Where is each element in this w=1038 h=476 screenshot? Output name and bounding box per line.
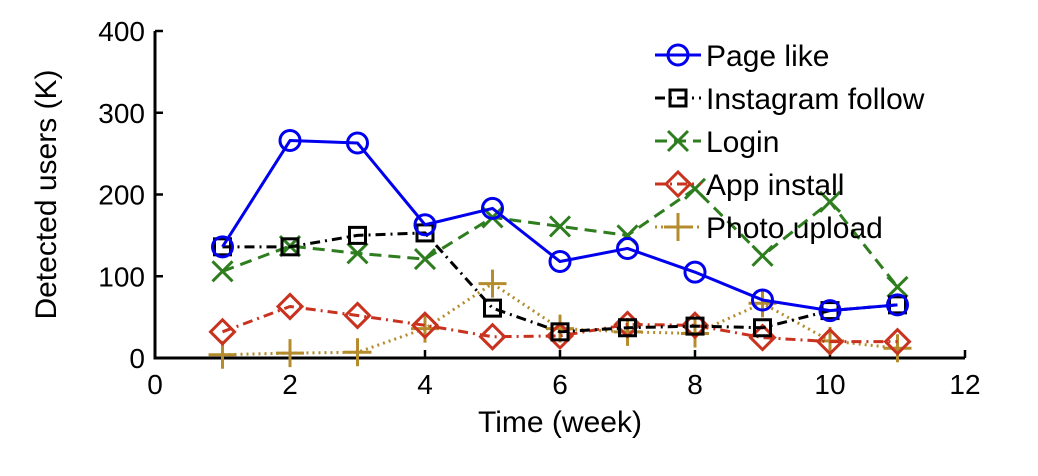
legend-marker-login xyxy=(666,129,690,153)
legend: Page like Instagram follow Login App instal… xyxy=(655,40,925,245)
data-point-instagram-follow xyxy=(685,316,705,336)
legend-item-app-install: App install xyxy=(655,169,844,202)
data-point-instagram-follow xyxy=(348,225,367,245)
x-tick-label: 6 xyxy=(552,369,568,400)
data-point-login xyxy=(211,260,234,283)
series-page-like xyxy=(211,129,909,323)
legend-label-app-install: App install xyxy=(706,169,844,202)
data-point-photo-upload xyxy=(883,334,912,363)
y-tick-label: 0 xyxy=(129,343,145,374)
data-point-page-like xyxy=(413,213,437,237)
legend-item-instagram-follow: Instagram follow xyxy=(655,83,925,116)
data-point-login xyxy=(413,248,437,271)
data-point-page-like xyxy=(616,236,639,260)
data-point-app-install xyxy=(815,327,845,356)
data-point-app-install xyxy=(208,317,237,346)
data-point-app-install xyxy=(478,322,507,351)
series-line-app-install xyxy=(221,304,898,344)
y-tick-label: 400 xyxy=(98,16,145,47)
legend-item-login: Login xyxy=(655,126,779,159)
data-point-app-install xyxy=(883,327,912,356)
y-axis-title: Detected users (K) xyxy=(30,69,63,319)
data-point-photo-upload xyxy=(276,339,304,368)
data-point-login xyxy=(751,244,774,267)
x-tick-label: 8 xyxy=(687,369,703,400)
data-point-instagram-follow xyxy=(483,298,502,318)
data-point-login xyxy=(346,242,369,265)
data-point-app-install xyxy=(275,292,305,321)
data-point-photo-upload xyxy=(343,338,372,367)
x-tick-label: 10 xyxy=(814,369,845,400)
legend-label-photo-upload: Photo upload xyxy=(706,212,883,245)
y-tick-label: 200 xyxy=(98,180,145,211)
data-point-login xyxy=(886,275,909,298)
legend-item-photo-upload: Photo upload xyxy=(655,212,883,245)
data-point-page-like xyxy=(751,288,774,312)
data-point-instagram-follow xyxy=(550,322,570,342)
data-point-instagram-follow xyxy=(280,237,300,257)
data-point-page-like xyxy=(818,299,842,323)
legend-label-page-like: Page like xyxy=(706,40,829,73)
x-tick-label: 4 xyxy=(417,369,433,400)
data-point-instagram-follow xyxy=(213,237,232,257)
x-axis-title: Time (week) xyxy=(478,406,642,439)
data-point-page-like xyxy=(346,131,369,155)
legend-marker-photo-upload xyxy=(664,213,692,241)
data-point-app-install xyxy=(343,301,372,330)
data-point-page-like xyxy=(211,235,234,259)
legend-marker-page-like xyxy=(666,43,690,67)
data-point-app-install xyxy=(410,311,440,340)
series-line-instagram-follow xyxy=(222,231,898,334)
data-point-page-like xyxy=(278,129,302,153)
data-point-instagram-follow xyxy=(618,318,637,338)
y-tick-label: 300 xyxy=(98,98,145,129)
data-point-page-like xyxy=(548,250,572,274)
data-point-page-like xyxy=(683,260,707,284)
data-point-login xyxy=(818,190,842,213)
series-line-page-like xyxy=(221,139,898,313)
series-line-login xyxy=(221,187,899,288)
x-tick-label: 2 xyxy=(282,369,298,400)
legend-marker-app-install xyxy=(663,169,693,199)
x-tick-label: 12 xyxy=(949,369,980,400)
legend-label-login: Login xyxy=(706,126,779,159)
data-point-instagram-follow xyxy=(753,318,772,338)
series-layer xyxy=(208,129,912,369)
data-point-login xyxy=(548,215,572,238)
x-tick-label: 0 xyxy=(147,369,163,400)
data-point-page-like xyxy=(481,196,504,220)
y-tick-label: 100 xyxy=(98,261,145,292)
legend-marker-instagram-follow xyxy=(668,88,688,108)
data-point-page-like xyxy=(886,293,909,317)
legend-label-instagram-follow: Instagram follow xyxy=(706,83,925,116)
legend-item-page-like: Page like xyxy=(655,40,829,73)
data-point-photo-upload xyxy=(478,269,507,298)
